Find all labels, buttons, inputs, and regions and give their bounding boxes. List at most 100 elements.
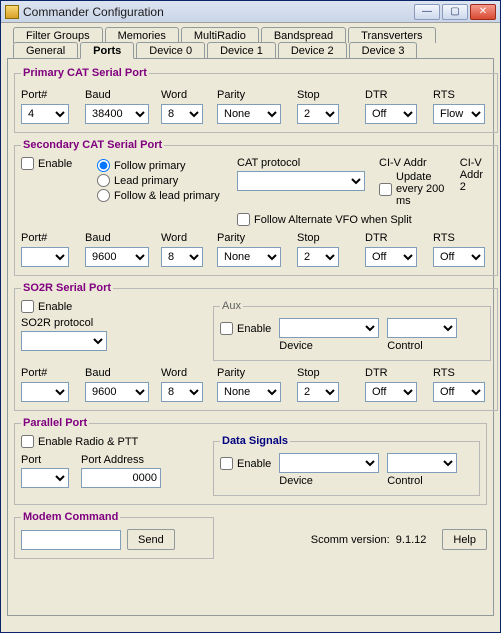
parallel-enable-check[interactable] — [21, 435, 34, 448]
so2r-protocol-select[interactable] — [21, 331, 107, 351]
so2r-port-select[interactable] — [21, 382, 69, 402]
maximize-button[interactable]: ▢ — [442, 4, 468, 20]
group-primary-cat: Primary CAT Serial Port Port# 4 Baud 384… — [14, 67, 498, 133]
so2r-enable[interactable]: Enable — [21, 300, 201, 313]
parallel-port-addr-input[interactable] — [81, 468, 161, 488]
window-title: Commander Configuration — [23, 5, 414, 19]
close-button[interactable]: ✕ — [470, 4, 496, 20]
lbl-civ-addr: CI-V Addr — [379, 157, 446, 169]
tab-general[interactable]: General — [13, 42, 78, 59]
primary-stop-select[interactable]: 2 — [297, 104, 339, 124]
client-area: Filter GroupsMemoriesMultiRadioBandsprea… — [1, 23, 500, 622]
tab-row-1: Filter GroupsMemoriesMultiRadioBandsprea… — [7, 27, 494, 43]
radio-follow-input[interactable] — [97, 159, 110, 172]
aux-control-select[interactable] — [387, 318, 457, 338]
primary-port-select[interactable]: 4 — [21, 104, 69, 124]
modem-command-input[interactable] — [21, 530, 121, 550]
aux-enable-check[interactable] — [220, 322, 233, 335]
secondary-update[interactable]: Update every 200 ms — [379, 171, 446, 207]
radio-lead-input[interactable] — [97, 174, 110, 187]
datasignals-enable-check[interactable] — [220, 457, 233, 470]
scomm-label: Scomm version: 9.1.12 — [311, 534, 427, 546]
primary-rts-select[interactable]: Flow — [433, 104, 485, 124]
so2r-baud-select[interactable]: 9600 — [85, 382, 149, 402]
group-so2r: SO2R Serial Port Enable SO2R protocol Au… — [14, 282, 498, 411]
secondary-cat-protocol-select[interactable] — [237, 171, 365, 191]
radio-follow[interactable]: Follow primary — [97, 159, 227, 172]
secondary-stop-select[interactable]: 2 — [297, 247, 339, 267]
secondary-rts-select[interactable]: Off — [433, 247, 485, 267]
secondary-enable-check[interactable] — [21, 157, 34, 170]
group-aux: Aux Enable Device Control — [213, 300, 491, 361]
legend-primary: Primary CAT Serial Port — [21, 67, 149, 79]
tab-multiradio[interactable]: MultiRadio — [181, 27, 259, 43]
parallel-enable[interactable]: Enable Radio & PTT — [21, 435, 201, 448]
datasignals-enable[interactable]: Enable — [220, 457, 271, 470]
tab-row-2: GeneralPortsDevice 0Device 1Device 2Devi… — [7, 42, 494, 59]
aux-enable[interactable]: Enable — [220, 322, 271, 335]
modem-send-button[interactable]: Send — [127, 529, 175, 550]
lbl-rts: RTS — [433, 89, 491, 101]
so2r-rts-select[interactable]: Off — [433, 382, 485, 402]
secondary-follow-vfo[interactable]: Follow Alternate VFO when Split — [237, 213, 491, 226]
tab-filter-groups[interactable]: Filter Groups — [13, 27, 103, 43]
primary-word-select[interactable]: 8 — [161, 104, 203, 124]
secondary-enable[interactable]: Enable — [21, 157, 87, 170]
tab-bandspread[interactable]: Bandspread — [261, 27, 346, 43]
lbl-stop: Stop — [297, 89, 355, 101]
tab-device-1[interactable]: Device 1 — [207, 42, 276, 59]
minimize-button[interactable]: — — [414, 4, 440, 20]
primary-parity-select[interactable]: None — [217, 104, 281, 124]
lbl-dtr: DTR — [365, 89, 423, 101]
tab-device-2[interactable]: Device 2 — [278, 42, 347, 59]
radio-both[interactable]: Follow & lead primary — [97, 189, 227, 202]
group-modem: Modem Command Send — [14, 511, 214, 559]
so2r-parity-select[interactable]: None — [217, 382, 281, 402]
tab-device-3[interactable]: Device 3 — [349, 42, 418, 59]
legend-parallel: Parallel Port — [21, 417, 89, 429]
legend-so2r: SO2R Serial Port — [21, 282, 113, 294]
group-data-signals: Data Signals Enable Device Control — [213, 435, 480, 496]
secondary-baud-select[interactable]: 9600 — [85, 247, 149, 267]
secondary-port-select[interactable] — [21, 247, 69, 267]
lbl-word: Word — [161, 89, 207, 101]
secondary-follow-vfo-check[interactable] — [237, 213, 250, 226]
secondary-parity-select[interactable]: None — [217, 247, 281, 267]
legend-modem: Modem Command — [21, 511, 120, 523]
so2r-stop-select[interactable]: 2 — [297, 382, 339, 402]
tab-memories[interactable]: Memories — [105, 27, 179, 43]
group-secondary-cat: Secondary CAT Serial Port Enable Follow … — [14, 139, 498, 276]
titlebar: Commander Configuration — ▢ ✕ — [1, 1, 500, 23]
legend-secondary: Secondary CAT Serial Port — [21, 139, 164, 151]
lbl-so2r-protocol: SO2R protocol — [21, 317, 201, 329]
parallel-port-select[interactable] — [21, 468, 69, 488]
tab-ports[interactable]: Ports — [80, 42, 134, 59]
help-button[interactable]: Help — [442, 529, 487, 550]
lbl-cat-protocol: CAT protocol — [237, 157, 365, 169]
tab-transverters[interactable]: Transverters — [348, 27, 435, 43]
datasignals-device-select[interactable] — [279, 453, 379, 473]
datasignals-control-select[interactable] — [387, 453, 457, 473]
lbl-civ-addr2: CI-V Addr 2 — [460, 157, 491, 193]
lbl-baud: Baud — [85, 89, 151, 101]
tab-device-0[interactable]: Device 0 — [136, 42, 205, 59]
secondary-dtr-select[interactable]: Off — [365, 247, 417, 267]
tab-panel-ports: Primary CAT Serial Port Port# 4 Baud 384… — [7, 58, 494, 616]
window: Commander Configuration — ▢ ✕ Filter Gro… — [0, 0, 501, 633]
primary-dtr-select[interactable]: Off — [365, 104, 417, 124]
legend-aux: Aux — [220, 300, 243, 312]
app-icon — [5, 5, 19, 19]
so2r-word-select[interactable]: 8 — [161, 382, 203, 402]
secondary-update-check[interactable] — [379, 183, 392, 196]
aux-device-select[interactable] — [279, 318, 379, 338]
lbl-port: Port# — [21, 89, 75, 101]
legend-data-signals: Data Signals — [220, 435, 290, 447]
radio-both-input[interactable] — [97, 189, 110, 202]
so2r-dtr-select[interactable]: Off — [365, 382, 417, 402]
secondary-word-select[interactable]: 8 — [161, 247, 203, 267]
primary-baud-select[interactable]: 38400 — [85, 104, 149, 124]
radio-lead[interactable]: Lead primary — [97, 174, 227, 187]
so2r-enable-check[interactable] — [21, 300, 34, 313]
window-buttons: — ▢ ✕ — [414, 4, 496, 20]
group-parallel: Parallel Port Enable Radio & PTT Port Po… — [14, 417, 487, 505]
